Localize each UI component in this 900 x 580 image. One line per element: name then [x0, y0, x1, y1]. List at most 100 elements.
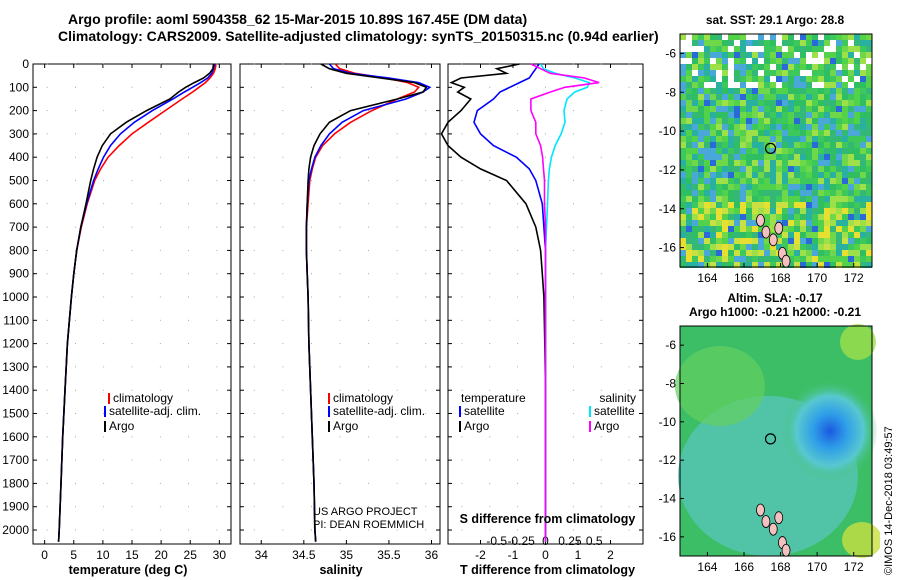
grid-dot: [628, 366, 630, 368]
sst-cell: [710, 178, 716, 184]
float-location-marker: [764, 142, 777, 154]
sst-cell: [710, 34, 716, 40]
sst-cell: [788, 76, 794, 82]
sst-cell: [782, 232, 788, 238]
sst-cell: [860, 88, 866, 94]
grid-dot: [545, 110, 546, 112]
sst-cell: [842, 70, 848, 76]
sst-cell: [716, 148, 722, 154]
sst-cell: [800, 40, 806, 46]
sst-cell: [710, 166, 716, 172]
grid-dot: [188, 156, 190, 158]
map-x-tick-label: 164: [697, 271, 717, 285]
sst-cell: [710, 184, 716, 190]
sst-cell: [800, 238, 806, 244]
sst-cell: [818, 184, 824, 190]
sst-cell: [764, 88, 770, 94]
sst-cell: [848, 34, 854, 40]
sst-cell: [848, 244, 854, 250]
sst-cell: [836, 202, 842, 208]
grid-dot: [131, 110, 133, 112]
sst-cell: [836, 64, 842, 70]
sst-cell: [860, 70, 866, 76]
sst-cell: [770, 112, 776, 118]
sst-cell: [860, 100, 866, 106]
sst-cell: [710, 202, 716, 208]
sst-cell: [860, 40, 866, 46]
sst-cell: [752, 124, 758, 130]
sst-cell: [848, 178, 854, 184]
sst-cell: [818, 214, 824, 220]
sst-cell: [818, 154, 824, 160]
sst-cell: [752, 226, 758, 232]
grid-dot: [368, 436, 370, 438]
sst-cell: [812, 88, 818, 94]
sal-argo-line: [305, 63, 428, 542]
grid-dot: [517, 249, 519, 251]
sst-cell: [824, 94, 830, 100]
grid-dot: [131, 389, 133, 391]
sst-cell: [800, 262, 806, 268]
sst-cell: [866, 136, 872, 142]
sst-cell: [734, 136, 740, 142]
grid-dot: [310, 319, 312, 321]
sst-cell: [800, 178, 806, 184]
sst-cell: [686, 178, 692, 184]
sst-cell: [758, 262, 764, 268]
grid-dot: [572, 529, 574, 531]
y-tick-label: 1500: [2, 407, 29, 421]
sst-cell: [794, 160, 800, 166]
sst-cell: [806, 172, 812, 178]
sst-cell: [722, 166, 728, 172]
grid-dot: [310, 203, 312, 205]
sst-cell: [692, 136, 698, 142]
sst-cell: [722, 196, 728, 202]
sst-cell: [686, 136, 692, 142]
y-tick-label: 700: [9, 220, 29, 234]
sst-cell: [854, 250, 860, 256]
sst-cell: [830, 166, 836, 172]
sst-cell: [722, 142, 728, 148]
sst-cell: [716, 214, 722, 220]
sst-cell: [752, 166, 758, 172]
sst-cell: [740, 196, 746, 202]
sst-cell: [848, 226, 854, 232]
grid-dot: [425, 249, 427, 251]
sst-cell: [758, 148, 764, 154]
sst-cell: [818, 46, 824, 52]
sst-cell: [680, 70, 686, 76]
grid-dot: [425, 389, 427, 391]
sst-cell: [680, 118, 686, 124]
y-tick-label: 400: [9, 150, 29, 164]
sst-cell: [710, 94, 716, 100]
sst-cell: [818, 34, 824, 40]
sst-cell: [770, 88, 776, 94]
sst-cell: [704, 196, 710, 202]
grid-dot: [216, 389, 218, 391]
sst-cell: [794, 238, 800, 244]
grid-dot: [368, 506, 370, 508]
salinity-axis-label: salinity: [319, 563, 363, 577]
sst-cell: [812, 52, 818, 58]
sst-cell: [716, 46, 722, 52]
sst-cell: [854, 40, 860, 46]
sst-cell: [836, 142, 842, 148]
grid-dot: [282, 296, 284, 298]
sst-cell: [794, 70, 800, 76]
sst-cell: [860, 142, 866, 148]
sst-cell: [848, 166, 854, 172]
grid-dot: [282, 529, 284, 531]
sst-cell: [680, 130, 686, 136]
sst-cell: [776, 160, 782, 166]
sst-cell: [728, 88, 734, 94]
grid-dot: [628, 249, 630, 251]
sst-cell: [812, 226, 818, 232]
sst-cell: [740, 232, 746, 238]
sst-cell: [746, 70, 752, 76]
sst-cell: [692, 190, 698, 196]
grid-dot: [489, 110, 491, 112]
grid-dot: [368, 63, 370, 65]
grid-dot: [282, 482, 284, 484]
sst-cell: [704, 202, 710, 208]
sla-patch: [842, 522, 880, 558]
